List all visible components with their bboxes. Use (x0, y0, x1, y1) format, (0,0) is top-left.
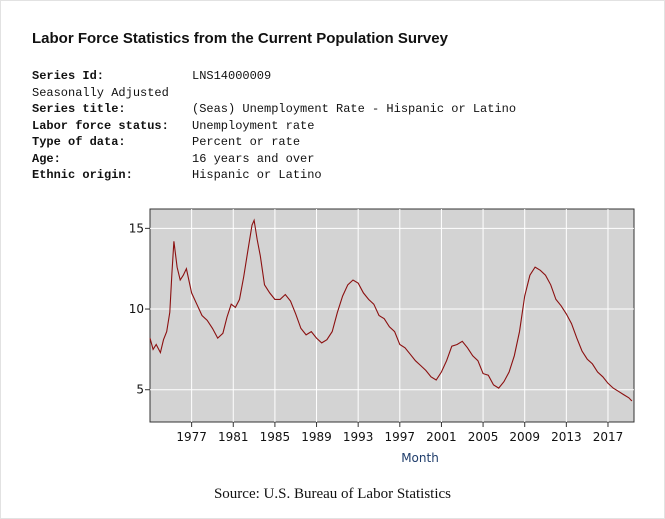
x-tick-label: 1981 (218, 430, 249, 444)
x-tick-label: 2017 (593, 430, 624, 444)
y-tick-label: 10 (129, 302, 144, 316)
y-tick-label: 15 (129, 221, 144, 235)
y-tick-label: 5 (136, 383, 144, 397)
x-axis-title: Month (401, 451, 439, 465)
x-tick-label: 1985 (260, 430, 291, 444)
source-caption: Source: U.S. Bureau of Labor Statistics (0, 486, 665, 503)
x-tick-label: 2009 (509, 430, 540, 444)
x-tick-label: 2001 (426, 430, 457, 444)
x-tick-label: 2013 (551, 430, 582, 444)
x-tick-label: 1977 (176, 430, 207, 444)
x-tick-label: 1997 (385, 430, 416, 444)
x-tick-label: 1989 (301, 430, 332, 444)
x-tick-label: 2005 (468, 430, 499, 444)
x-tick-label: 1993 (343, 430, 374, 444)
